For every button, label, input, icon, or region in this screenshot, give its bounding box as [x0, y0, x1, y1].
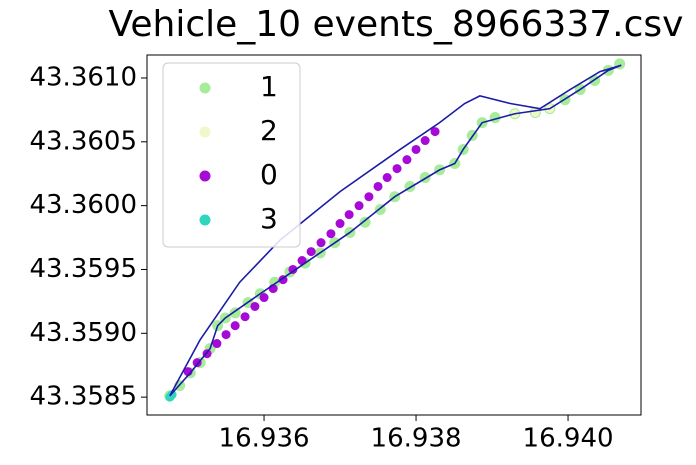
- point: [430, 127, 440, 137]
- point: [359, 216, 371, 228]
- y-tick-label: 43.3605: [29, 126, 137, 156]
- route-line: [169, 64, 622, 397]
- point: [420, 136, 430, 146]
- point: [288, 264, 298, 274]
- legend-label: 1: [260, 70, 278, 103]
- plot-frame: [146, 54, 642, 416]
- point: [364, 192, 374, 202]
- point: [212, 339, 222, 349]
- point: [373, 181, 383, 191]
- point: [530, 107, 540, 117]
- legend-label: 0: [260, 158, 278, 191]
- point: [306, 247, 316, 257]
- x-tick-label: 16.936: [219, 424, 310, 454]
- point: [382, 173, 392, 183]
- point: [402, 155, 412, 165]
- legend-marker: [199, 214, 211, 226]
- point: [259, 293, 269, 303]
- y-tick-label: 43.3595: [29, 254, 137, 284]
- legend: 1 2 0 3: [162, 62, 301, 248]
- point: [192, 358, 202, 368]
- legend-marker: [199, 126, 211, 138]
- point: [240, 312, 250, 322]
- y-tick-label: 43.3600: [29, 190, 137, 220]
- point: [392, 164, 402, 174]
- point: [316, 238, 326, 248]
- y-tick-label: 43.3590: [29, 318, 137, 348]
- legend-marker: [199, 82, 211, 94]
- point: [230, 321, 240, 331]
- legend-box: [162, 62, 301, 248]
- point: [354, 201, 364, 211]
- point: [335, 219, 345, 229]
- legend-marker: [199, 170, 211, 182]
- legend-label: 3: [260, 202, 278, 235]
- point: [250, 301, 260, 311]
- y-tick-label: 43.3610: [29, 62, 137, 92]
- legend-label: 2: [260, 114, 278, 147]
- y-tick-label: 43.3585: [29, 382, 137, 412]
- point: [326, 229, 336, 239]
- point: [221, 330, 231, 340]
- point: [344, 210, 354, 220]
- x-tick-label: 16.940: [523, 424, 614, 454]
- point: [411, 144, 421, 154]
- point: [167, 390, 177, 400]
- chart-title: Vehicle_10 events_8966337.csv: [109, 4, 684, 45]
- x-tick-label: 16.938: [371, 424, 462, 454]
